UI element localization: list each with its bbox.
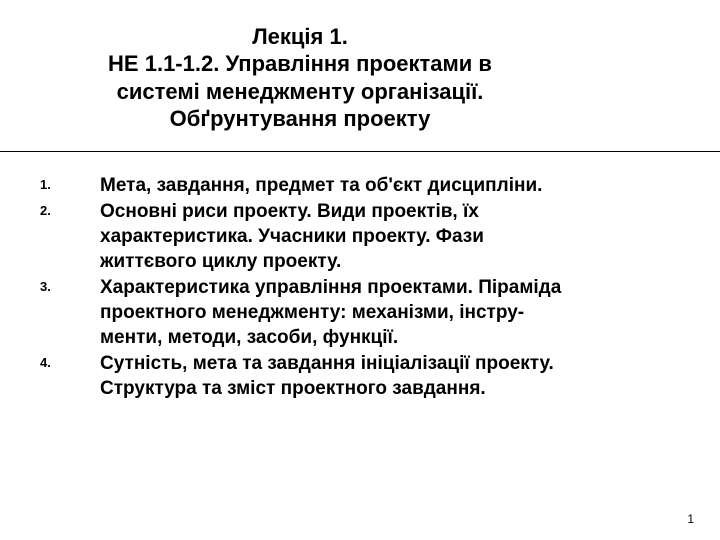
list-text: Основні риси проекту. Види проектів, їх … [100,200,580,274]
list-number: 4. [40,352,100,370]
title-line-4: Обґрунтування проекту [60,105,540,133]
list-text: Характеристика управління проектами. Пір… [100,276,580,350]
list-item: 4. Сутність, мета та завдання ініціаліза… [40,352,580,401]
numbered-list: 1. Мета, завдання, предмет та об'єкт дис… [0,152,720,402]
title-line-3: системі менеджменту організації. [60,78,540,106]
list-text: Мета, завдання, предмет та об'єкт дисцип… [100,174,580,199]
list-number: 2. [40,200,100,218]
list-number: 3. [40,276,100,294]
title-line-2: НЕ 1.1-1.2. Управління проектами в [60,50,540,78]
list-item: 3. Характеристика управління проектами. … [40,276,580,350]
list-item: 1. Мета, завдання, предмет та об'єкт дис… [40,174,580,199]
page-number: 1 [687,512,694,526]
title-line-1: Лекція 1. [60,24,540,50]
list-number: 1. [40,174,100,192]
list-text: Сутність, мета та завдання ініціалізації… [100,352,580,401]
slide-title-block: Лекція 1. НЕ 1.1-1.2. Управління проекта… [0,0,720,133]
list-item: 2. Основні риси проекту. Види проектів, … [40,200,580,274]
